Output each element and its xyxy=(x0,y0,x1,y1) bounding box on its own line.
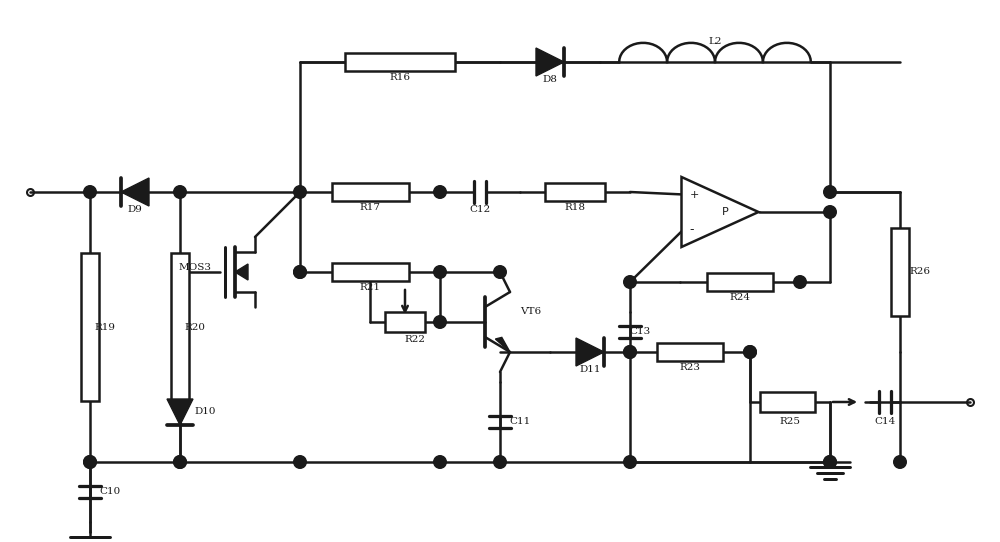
Circle shape xyxy=(744,346,756,358)
Text: D10: D10 xyxy=(194,408,216,416)
Circle shape xyxy=(824,206,836,218)
Circle shape xyxy=(84,456,96,468)
Circle shape xyxy=(434,315,446,328)
Bar xyxy=(81,253,99,401)
Circle shape xyxy=(624,346,636,358)
Text: R24: R24 xyxy=(730,293,750,301)
Circle shape xyxy=(624,456,636,468)
Circle shape xyxy=(84,186,96,198)
Bar xyxy=(385,312,425,332)
Bar xyxy=(332,183,409,201)
Circle shape xyxy=(294,266,306,278)
Circle shape xyxy=(494,456,506,468)
Polygon shape xyxy=(235,264,248,280)
Text: C11: C11 xyxy=(509,417,531,427)
Circle shape xyxy=(824,186,836,198)
Polygon shape xyxy=(536,48,564,76)
Circle shape xyxy=(794,276,806,288)
Text: VT6: VT6 xyxy=(520,307,541,317)
Text: +: + xyxy=(690,190,699,199)
Circle shape xyxy=(174,456,186,468)
Text: -: - xyxy=(690,223,694,236)
Circle shape xyxy=(434,456,446,468)
Circle shape xyxy=(84,456,96,468)
Bar xyxy=(891,228,909,316)
Circle shape xyxy=(824,456,836,468)
Text: C13: C13 xyxy=(629,327,651,337)
Polygon shape xyxy=(121,178,149,206)
Circle shape xyxy=(294,266,306,278)
Polygon shape xyxy=(576,338,604,366)
Text: D8: D8 xyxy=(543,75,557,85)
Text: P: P xyxy=(722,207,728,217)
Circle shape xyxy=(824,456,836,468)
Text: R20: R20 xyxy=(184,322,206,332)
Circle shape xyxy=(294,186,306,198)
Circle shape xyxy=(624,276,636,288)
Text: R25: R25 xyxy=(780,417,800,427)
Circle shape xyxy=(894,456,906,468)
Bar xyxy=(345,53,455,71)
Bar xyxy=(760,392,815,412)
Text: R26: R26 xyxy=(910,268,930,276)
Text: MOS3: MOS3 xyxy=(178,262,212,272)
Text: R19: R19 xyxy=(94,322,116,332)
Bar xyxy=(545,183,605,201)
Text: C14: C14 xyxy=(874,417,896,427)
Text: R18: R18 xyxy=(564,203,586,211)
Text: R16: R16 xyxy=(390,73,411,81)
Bar xyxy=(332,263,409,281)
Circle shape xyxy=(174,456,186,468)
Text: C12: C12 xyxy=(469,205,491,215)
Text: D9: D9 xyxy=(128,205,142,215)
Bar xyxy=(171,253,189,401)
Polygon shape xyxy=(682,177,759,247)
Circle shape xyxy=(294,456,306,468)
Bar xyxy=(707,273,773,291)
Text: R22: R22 xyxy=(404,335,426,345)
Circle shape xyxy=(744,346,756,358)
Circle shape xyxy=(174,186,186,198)
Circle shape xyxy=(434,186,446,198)
Circle shape xyxy=(624,346,636,358)
Text: C10: C10 xyxy=(99,487,121,496)
Text: D11: D11 xyxy=(579,365,601,375)
Text: L2: L2 xyxy=(708,37,722,47)
Text: R21: R21 xyxy=(360,282,380,292)
Bar xyxy=(657,343,723,361)
Text: R17: R17 xyxy=(360,203,380,211)
Circle shape xyxy=(494,266,506,278)
Polygon shape xyxy=(495,337,510,352)
Text: R23: R23 xyxy=(680,363,700,371)
Circle shape xyxy=(434,266,446,278)
Polygon shape xyxy=(167,399,193,425)
